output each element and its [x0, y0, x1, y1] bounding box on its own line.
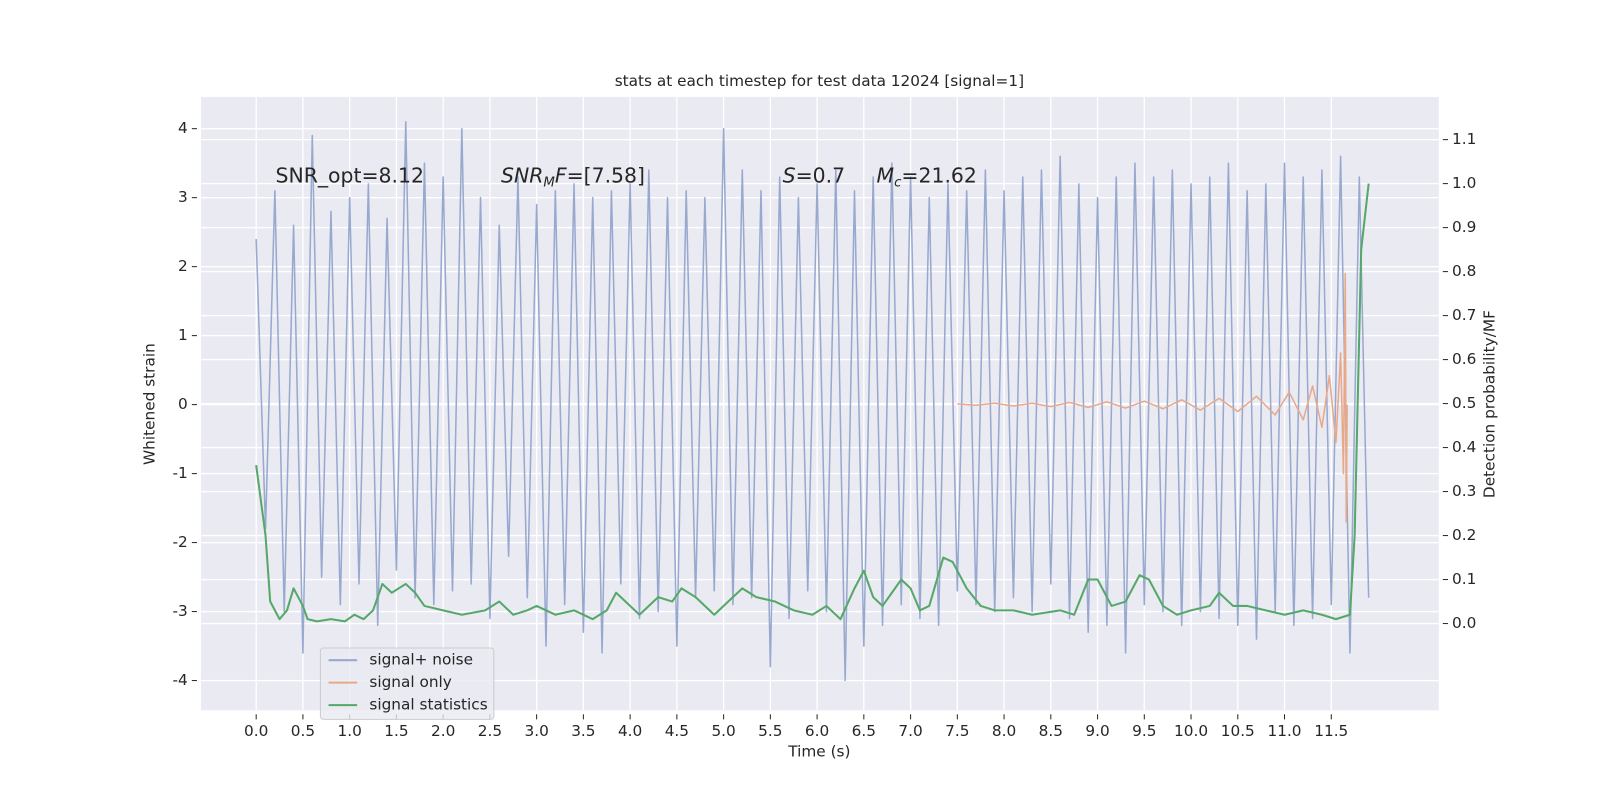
x-tick-label: 9.0 [1085, 722, 1109, 740]
y2-tick-label: 0.9 [1452, 218, 1476, 236]
y2-tick-label: 0.2 [1452, 526, 1476, 544]
y2-tick-label: 0.6 [1452, 350, 1476, 368]
x-tick-label: 1.0 [337, 722, 361, 740]
y2-tick-label: 1.0 [1452, 174, 1476, 192]
annotation-part: M [543, 176, 555, 191]
x-tick-label: 11.0 [1267, 722, 1301, 740]
y-tick-label: 1 [178, 326, 188, 344]
y2-tick-label: 0.8 [1452, 262, 1476, 280]
series-line [255, 183, 1370, 623]
y2-tick-label: 0.4 [1452, 438, 1476, 456]
legend-label: signal only [369, 673, 451, 691]
y-tick-label: -2 [172, 533, 187, 551]
annotation-part: M [877, 164, 895, 188]
x-tick-label: 4.5 [665, 722, 689, 740]
annotation-part: =[7.58] [567, 164, 645, 188]
x-tick-label: 2.0 [431, 722, 455, 740]
annotation: SNRMF=[7.58] [501, 164, 645, 191]
x-tick-label: 8.0 [992, 722, 1016, 740]
x-tick-label: 3.0 [524, 722, 548, 740]
x-tick-label: 10.0 [1174, 722, 1208, 740]
y2-axis-label: Detection probability/MF [1480, 310, 1498, 498]
annotation-part: =21.62 [901, 164, 976, 188]
x-tick-label: 8.5 [1039, 722, 1063, 740]
x-tick-label: 3.5 [571, 722, 595, 740]
x-tick-label: 1.5 [384, 722, 408, 740]
annotation-part: S [783, 164, 796, 188]
x-tick-label: 7.0 [898, 722, 922, 740]
x-tick-label: 4.0 [618, 722, 642, 740]
x-tick-label: 6.0 [805, 722, 829, 740]
chart-title: stats at each timestep for test data 120… [615, 72, 1024, 90]
x-tick-label: 5.0 [711, 722, 735, 740]
annotation-part: =0.7 [796, 164, 846, 188]
series-line [957, 272, 1348, 523]
x-tick-label: 5.5 [758, 722, 782, 740]
x-tick-label: 0.5 [291, 722, 315, 740]
y2-tick-label: 0.7 [1452, 306, 1476, 324]
x-axis-label: Time (s) [787, 743, 850, 761]
y2-tick-label: 0.1 [1452, 570, 1476, 588]
y-tick-label: -4 [172, 671, 187, 689]
legend: signal+ noise signal only signal statistic… [319, 647, 495, 720]
annotation: Mc=21.62 [877, 164, 977, 191]
x-tick-label: 6.5 [852, 722, 876, 740]
series-line [255, 121, 1370, 682]
legend-label: signal+ noise [369, 651, 473, 669]
y2-tick-label: 0.0 [1452, 614, 1476, 632]
x-tick-label: 10.5 [1221, 722, 1255, 740]
y2-tick-label: 1.1 [1452, 130, 1476, 148]
x-tick-label: 9.5 [1132, 722, 1156, 740]
x-tick-label: 7.5 [945, 722, 969, 740]
y2-tick-label: 0.3 [1452, 482, 1476, 500]
y-tick-label: 2 [178, 257, 188, 275]
y-tick-label: 0 [178, 395, 188, 413]
legend-box [319, 647, 495, 720]
x-tick-label: 2.5 [478, 722, 502, 740]
annotation-part: F [555, 164, 567, 188]
y-tick-label: 3 [178, 188, 188, 206]
x-tick-label: 0.0 [244, 722, 268, 740]
x-tick-label: 11.5 [1314, 722, 1348, 740]
legend-label: signal statistics [369, 696, 487, 714]
annotation-part: SNR [501, 164, 543, 188]
annotation: SNR_opt=8.12 [276, 164, 424, 189]
annotation: S=0.7 [783, 164, 845, 188]
annotation-part: c [894, 176, 902, 191]
y2-tick-label: 0.5 [1452, 394, 1476, 412]
y-tick-label: 4 [178, 119, 188, 137]
y-tick-label: -3 [172, 602, 187, 620]
y-tick-label: -1 [172, 464, 187, 482]
y-axis-label: Whitened strain [141, 343, 159, 465]
annotation-part: SNR_opt=8.12 [276, 164, 424, 189]
